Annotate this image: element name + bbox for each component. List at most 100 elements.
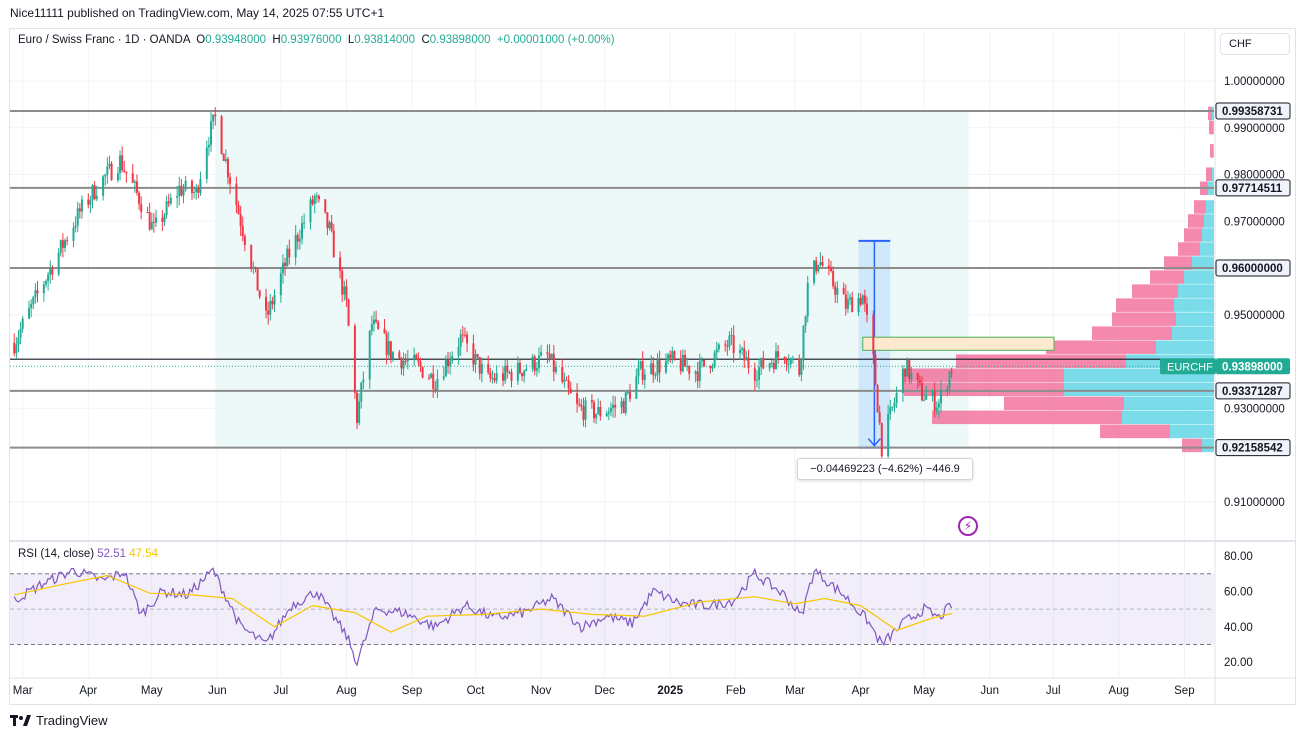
close-label: C	[421, 34, 430, 46]
candle-body	[301, 223, 304, 239]
measure-arrow-head	[867, 438, 881, 447]
candle-body	[518, 362, 521, 374]
level-price-tag	[1215, 382, 1291, 400]
profile-bar-pink	[932, 410, 1122, 425]
candle-body	[205, 147, 208, 179]
candle-body	[169, 197, 172, 204]
candle-body	[362, 379, 365, 383]
candle-body	[102, 176, 105, 196]
candle-body	[155, 217, 158, 223]
level-price-tag	[1215, 439, 1291, 457]
candle-body	[286, 248, 289, 267]
candle-body	[846, 299, 849, 309]
candle-body	[565, 379, 568, 381]
candle-body	[447, 359, 450, 367]
candle-body	[108, 163, 111, 167]
profile-bar-pink	[1209, 120, 1213, 135]
time-tick-label: Nov	[531, 685, 552, 697]
candle-body	[480, 363, 483, 374]
candle-body	[146, 211, 149, 213]
candle-body	[140, 204, 143, 212]
open-label: O	[196, 34, 206, 46]
time-tick-label: Jun	[980, 685, 999, 697]
candle-body	[110, 163, 113, 181]
candle-body	[901, 368, 904, 394]
time-tick-label: Feb	[726, 685, 746, 697]
profile-bar-cyan	[1184, 270, 1214, 284]
candle-body	[684, 354, 687, 367]
symbol-tag	[1160, 358, 1216, 375]
candle-body	[339, 257, 342, 271]
candle-body	[210, 121, 213, 145]
candle-body	[197, 187, 200, 193]
candle-body	[256, 268, 259, 291]
candle-body	[72, 227, 75, 241]
candle-body	[525, 368, 528, 371]
poc-box	[862, 336, 1055, 351]
current-price-tag	[1216, 358, 1290, 375]
candle-body	[620, 401, 623, 408]
profile-bar-pink	[1150, 270, 1184, 284]
rsi-pane: 80.00 60.00 40.00 20.00	[10, 551, 1253, 669]
candle-body	[880, 422, 883, 457]
profile-bar-pink	[1194, 200, 1206, 214]
candle-body	[743, 348, 746, 361]
candle-body	[597, 407, 600, 414]
level-price-label: 0.97714511	[1222, 183, 1283, 195]
candle-body	[516, 362, 519, 381]
time-tick-label: Oct	[467, 685, 486, 697]
rsi-legend[interactable]: RSI (14, close) 52.51 47.54	[18, 548, 158, 560]
candle-body	[150, 221, 153, 230]
candle-body	[940, 390, 943, 404]
candle-body	[753, 368, 756, 381]
candle-body	[578, 403, 581, 405]
time-tick-label: May	[913, 685, 935, 697]
candle-body	[658, 360, 661, 373]
candle-body	[432, 373, 435, 389]
candle-body	[252, 267, 255, 270]
candle-body	[865, 303, 868, 315]
time-tick-label: Aug	[1109, 685, 1129, 697]
candle-body	[891, 407, 894, 409]
candle-body	[182, 189, 185, 196]
candle-body	[711, 365, 714, 369]
candle-body	[817, 264, 820, 272]
candle-body	[857, 298, 860, 313]
candle-body	[700, 359, 703, 361]
candle-body	[195, 187, 198, 193]
candle-body	[614, 404, 617, 408]
candle-body	[671, 351, 674, 358]
profile-bar-pink	[1004, 396, 1124, 411]
candle-body	[389, 341, 392, 359]
flash-icon[interactable]: ⚡	[958, 516, 978, 536]
tradingview-logo[interactable]: TradingView	[10, 713, 108, 728]
candle-body	[595, 413, 598, 419]
profile-bar-pink	[1210, 144, 1213, 158]
candle-body	[406, 359, 409, 362]
time-tick-label: Jul	[273, 685, 288, 697]
candle-body	[404, 360, 407, 362]
candle-body	[506, 365, 509, 373]
candle-body	[552, 353, 555, 372]
level-price-tag	[1215, 102, 1291, 120]
candle-body	[387, 341, 390, 355]
candle-body	[472, 343, 475, 365]
currency-button[interactable]: CHF	[1220, 33, 1290, 55]
candle-body	[133, 181, 136, 183]
candle-body	[887, 414, 890, 457]
candle-body	[487, 363, 490, 373]
candle-body	[624, 392, 627, 413]
candle-body	[768, 363, 771, 369]
symbol-tag-label: EURCHF	[1167, 361, 1213, 373]
candle-body	[167, 201, 170, 204]
candle-body	[474, 354, 477, 365]
change-value: +0.00001000 (+0.00%)	[496, 34, 615, 46]
candle-body	[296, 234, 299, 242]
candle-body	[844, 294, 847, 309]
symbol-legend[interactable]: Euro / Swiss Franc · 1D · OANDA O0.93948…	[18, 34, 615, 46]
profile-bar-pink	[1188, 214, 1204, 228]
level-price-label: 0.92158542	[1222, 443, 1283, 455]
candle-body	[703, 359, 706, 366]
candle-body	[584, 400, 587, 420]
